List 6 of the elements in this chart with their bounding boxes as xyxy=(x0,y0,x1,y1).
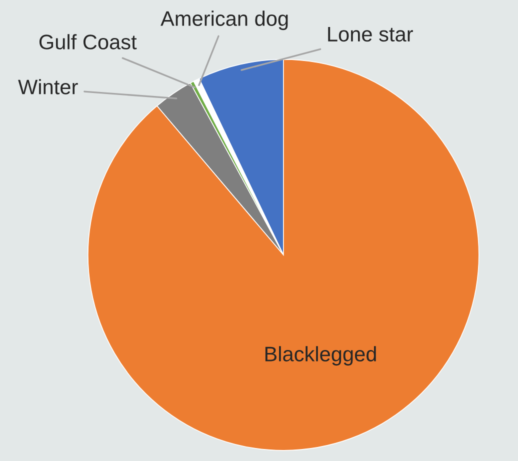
slice-label: Winter xyxy=(18,79,78,94)
pie-slice xyxy=(88,59,480,451)
slice-label: American dog xyxy=(160,10,288,30)
slice-label: Lone star xyxy=(328,27,413,42)
slice-label: Gulf Coast xyxy=(39,34,137,50)
slice-label: Blacklegged xyxy=(265,346,376,366)
